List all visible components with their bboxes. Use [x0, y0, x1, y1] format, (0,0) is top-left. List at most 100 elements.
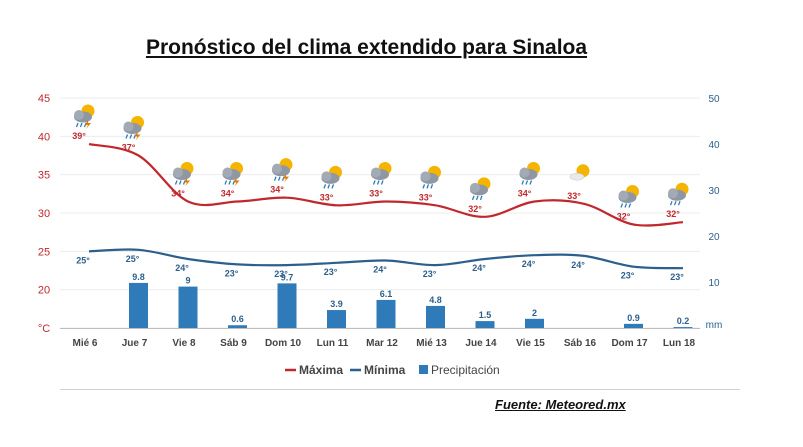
y-right-tick-label: 10	[708, 278, 720, 289]
rain-drop-icon	[224, 180, 228, 185]
sun-cloud-icon	[519, 162, 540, 185]
precipitation-label: 9.8	[132, 272, 145, 282]
source-credit: Fuente: Meteored.mx	[495, 397, 626, 412]
rain-drop-icon	[521, 180, 525, 185]
precipitation-label: 0.9	[627, 313, 640, 323]
rain-drop-icon	[475, 195, 479, 201]
min-temperature-label: 23°	[423, 269, 437, 279]
max-temperature-label: 33°	[320, 192, 334, 202]
max-temperature-label: 34°	[518, 189, 532, 199]
sun-cloud-icon	[569, 164, 590, 181]
y-left-tick-label: 45	[38, 93, 50, 105]
cloud-icon	[222, 167, 233, 178]
x-tick-label: Sáb 9	[220, 338, 247, 349]
max-temperature-label: 33°	[419, 192, 433, 202]
max-temperature-label: 39°	[72, 131, 86, 141]
x-tick-label: Jue 14	[465, 338, 497, 349]
rain-drop-icon	[273, 176, 277, 181]
precipitation-bar	[327, 310, 346, 328]
cloud-icon	[371, 167, 381, 178]
x-tick-label: Mié 6	[72, 338, 97, 349]
rain-drop-icon	[228, 180, 232, 185]
cloud-icon	[272, 163, 282, 174]
y-left-tick-label: 25	[38, 246, 50, 258]
cloud-icon	[123, 121, 134, 132]
rain-drop-icon	[479, 195, 483, 201]
lightning-icon	[184, 177, 190, 187]
cloud-icon	[173, 167, 183, 178]
y-left-tick-label: °C	[38, 323, 50, 335]
min-temperature-label: 23°	[621, 271, 635, 281]
min-temperature-line	[88, 248, 684, 270]
cloud-icon	[569, 173, 585, 181]
rain-drop-icon	[277, 176, 281, 181]
max-temperature-label: 32°	[468, 204, 482, 214]
rain-drop-icon	[178, 180, 182, 185]
x-tick-label: Dom 17	[611, 338, 648, 349]
cloud-icon	[519, 167, 530, 178]
cloud-icon	[618, 190, 629, 201]
rain-drop-icon	[620, 203, 624, 208]
x-tick-label: Lun 11	[317, 338, 349, 349]
cloud-icon	[470, 182, 480, 193]
precipitation-label: 0.2	[677, 316, 690, 326]
rain-drop-icon	[79, 122, 83, 128]
precipitation-bar	[277, 283, 297, 328]
y-left-tick-label: 20	[38, 285, 50, 297]
x-tick-label: Mié 13	[416, 338, 447, 349]
precipitation-bar	[673, 327, 693, 328]
min-temperature-label: 23°	[324, 267, 338, 277]
min-temperature-label: 24°	[175, 263, 189, 273]
min-temperature-label: 25°	[126, 254, 140, 264]
y-right-tick-label: mm	[706, 320, 723, 331]
sun-cloud-icon	[470, 177, 491, 201]
rain-drop-icon	[331, 184, 335, 189]
rain-drop-icon	[129, 134, 133, 139]
rain-drop-icon	[677, 200, 681, 206]
y-right-tick-label: 20	[708, 232, 720, 243]
x-tick-label: Sáb 16	[564, 338, 597, 349]
x-tick-label: Vie 8	[172, 338, 196, 349]
precipitation-bar	[525, 318, 544, 328]
legend-label: Precipitación	[431, 363, 500, 377]
precipitation-bar	[228, 325, 247, 328]
sun-cloud-icon	[618, 185, 639, 208]
divider	[60, 389, 740, 390]
precipitation-label: 1.5	[479, 310, 492, 320]
precipitation-label: 4.8	[429, 295, 442, 305]
x-tick-label: Jue 7	[122, 338, 148, 349]
rain-drop-icon	[174, 180, 178, 185]
rain-drop-icon	[426, 184, 430, 189]
max-temperature-label: 33°	[369, 189, 383, 199]
cloud-icon	[74, 110, 84, 121]
min-temperature-label: 23°	[225, 268, 239, 278]
precipitation-bar	[426, 305, 445, 328]
min-temperature-label: 25°	[76, 255, 90, 265]
legend-swatch	[419, 365, 428, 374]
rain-drop-icon	[624, 203, 628, 208]
precipitation-bar	[376, 299, 396, 328]
y-left-tick-label: 35	[38, 170, 50, 182]
y-left-tick-label: 40	[38, 131, 50, 143]
rain-drop-icon	[669, 200, 673, 206]
min-temperature-label: 24°	[373, 265, 387, 275]
rain-drop-icon	[422, 184, 426, 189]
rain-drop-icon	[525, 180, 529, 185]
y-left-tick-label: 30	[38, 208, 50, 220]
rain-drop-icon	[125, 134, 129, 139]
rain-drop-icon	[471, 195, 475, 201]
x-tick-label: Mar 12	[366, 338, 398, 349]
storm-cloud-icon	[272, 158, 293, 183]
legend-item: Mínima	[350, 363, 406, 377]
cloud-icon	[668, 188, 678, 199]
sun-cloud-icon	[420, 165, 441, 189]
rain-drop-icon	[673, 200, 677, 206]
rain-drop-icon	[529, 180, 533, 185]
max-temperature-label: 33°	[567, 191, 581, 201]
max-temperature-label: 37°	[122, 143, 136, 153]
precipitation-label: 9.7	[281, 272, 294, 282]
page-title: Pronóstico del clima extendido para Sina…	[145, 36, 588, 59]
lightning-icon	[233, 177, 240, 187]
x-tick-label: Vie 15	[516, 338, 545, 349]
rain-drop-icon	[628, 203, 632, 208]
